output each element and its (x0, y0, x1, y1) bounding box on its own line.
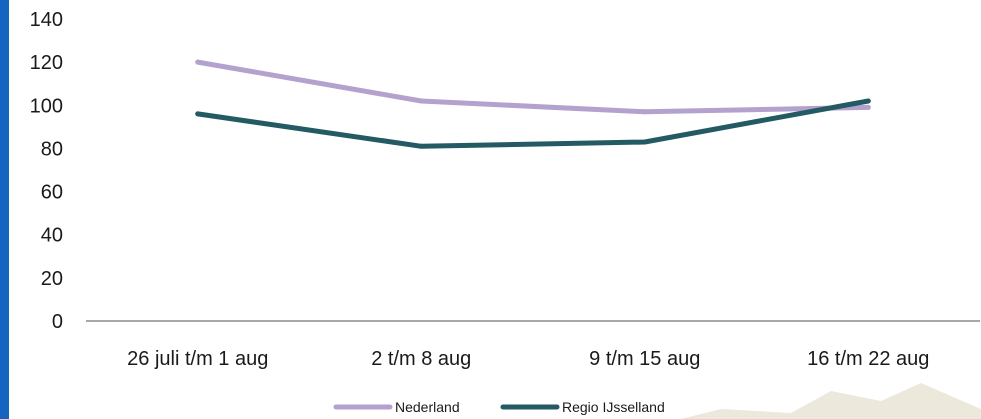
series-line-0 (195, 59, 871, 115)
data-point (865, 104, 871, 110)
series-layer (195, 59, 871, 149)
y-tick-label: 60 (41, 182, 63, 204)
y-tick-label: 80 (41, 138, 63, 160)
data-point (195, 59, 201, 65)
data-point (418, 98, 424, 104)
legend: Nederland Regio IJsselland (333, 399, 665, 415)
series-line-1 (195, 98, 871, 149)
y-tick-label: 40 (41, 225, 63, 247)
legend-label: Nederland (395, 399, 460, 415)
data-point (642, 139, 648, 145)
x-tick-label: 26 juli t/m 1 aug (127, 348, 268, 370)
legend-label: Regio IJsselland (562, 399, 665, 415)
y-tick-label: 100 (30, 95, 63, 117)
y-tick-label: 0 (52, 311, 63, 333)
y-tick-label: 120 (30, 52, 63, 74)
data-point (418, 143, 424, 149)
y-tick-label: 20 (41, 268, 63, 290)
x-axis: 26 juli t/m 1 aug 2 t/m 8 aug 9 t/m 15 aug… (127, 348, 929, 370)
x-tick-label: 16 t/m 22 aug (807, 348, 929, 370)
background-watermark (681, 383, 981, 419)
x-tick-label: 9 t/m 15 aug (589, 348, 700, 370)
left-accent-bar (0, 0, 9, 419)
y-tick-label: 140 (30, 9, 63, 31)
data-point (865, 98, 871, 104)
data-point (642, 109, 648, 115)
x-tick-label: 2 t/m 8 aug (371, 348, 471, 370)
data-point (195, 111, 201, 117)
y-axis: 0 20 40 60 80 100 120 140 (30, 9, 63, 333)
